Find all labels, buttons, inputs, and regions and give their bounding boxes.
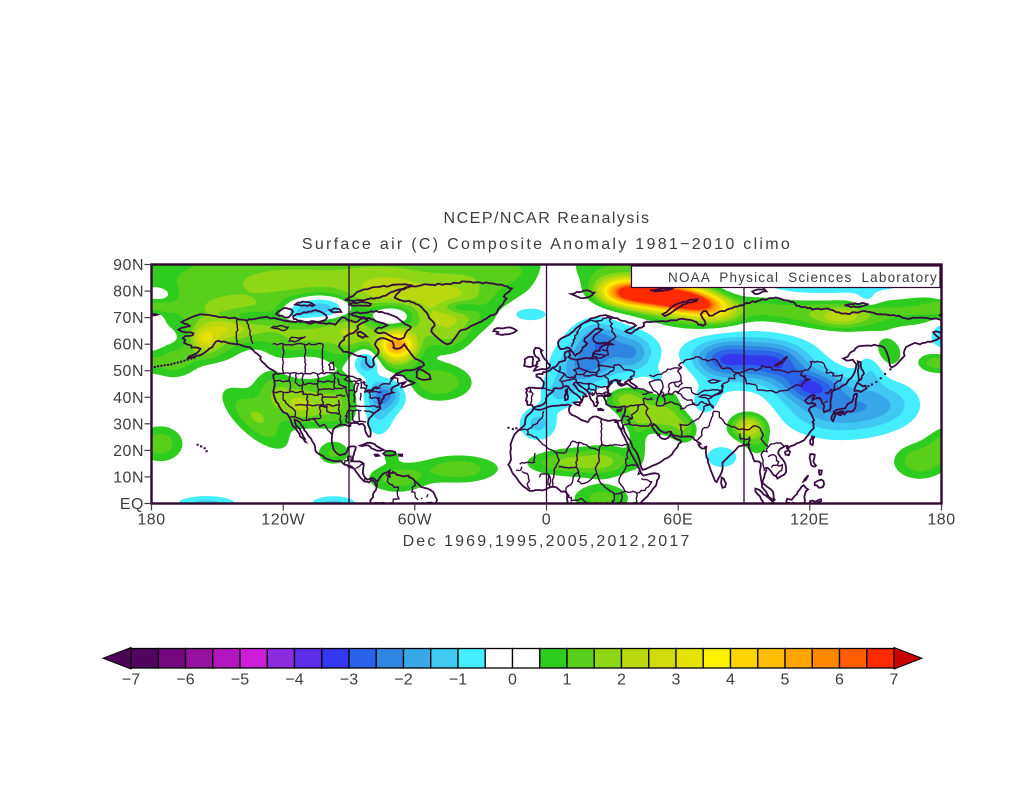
svg-text:NCEP/NCAR Reanalysis: NCEP/NCAR Reanalysis <box>444 210 651 227</box>
svg-text:120E: 120E <box>790 512 829 529</box>
svg-text:−7: −7 <box>122 672 140 689</box>
svg-text:180: 180 <box>137 512 165 529</box>
svg-text:Surface air (C) Composite Anom: Surface air (C) Composite Anomaly 1981−2… <box>302 236 792 253</box>
svg-text:−2: −2 <box>394 672 412 689</box>
svg-text:0: 0 <box>542 512 551 529</box>
svg-text:30N: 30N <box>113 416 144 433</box>
svg-text:60E: 60E <box>663 512 693 529</box>
svg-text:10N: 10N <box>113 469 144 486</box>
svg-text:−4: −4 <box>285 672 303 689</box>
svg-text:70N: 70N <box>113 310 144 327</box>
svg-text:5: 5 <box>781 672 790 689</box>
svg-text:Dec 1969,1995,2005,2012,2017: Dec 1969,1995,2005,2012,2017 <box>403 533 692 550</box>
svg-text:80N: 80N <box>113 284 144 301</box>
svg-text:−6: −6 <box>176 672 194 689</box>
svg-text:4: 4 <box>726 672 735 689</box>
svg-text:7: 7 <box>890 672 899 689</box>
svg-text:NOAA Physical Sciences Laborat: NOAA Physical Sciences Laboratory <box>668 270 938 285</box>
svg-text:40N: 40N <box>113 390 144 407</box>
svg-text:120W: 120W <box>261 512 305 529</box>
svg-text:0: 0 <box>508 672 517 689</box>
svg-text:90N: 90N <box>113 257 144 274</box>
svg-text:−1: −1 <box>449 672 467 689</box>
svg-text:−5: −5 <box>231 672 249 689</box>
svg-text:2: 2 <box>617 672 626 689</box>
svg-text:60N: 60N <box>113 337 144 354</box>
svg-text:3: 3 <box>672 672 681 689</box>
svg-text:6: 6 <box>835 672 844 689</box>
svg-text:60W: 60W <box>398 512 433 529</box>
svg-text:EQ: EQ <box>120 496 144 513</box>
svg-text:1: 1 <box>563 672 572 689</box>
svg-text:50N: 50N <box>113 363 144 380</box>
svg-text:180: 180 <box>927 512 955 529</box>
svg-text:20N: 20N <box>113 443 144 460</box>
svg-text:−3: −3 <box>340 672 358 689</box>
